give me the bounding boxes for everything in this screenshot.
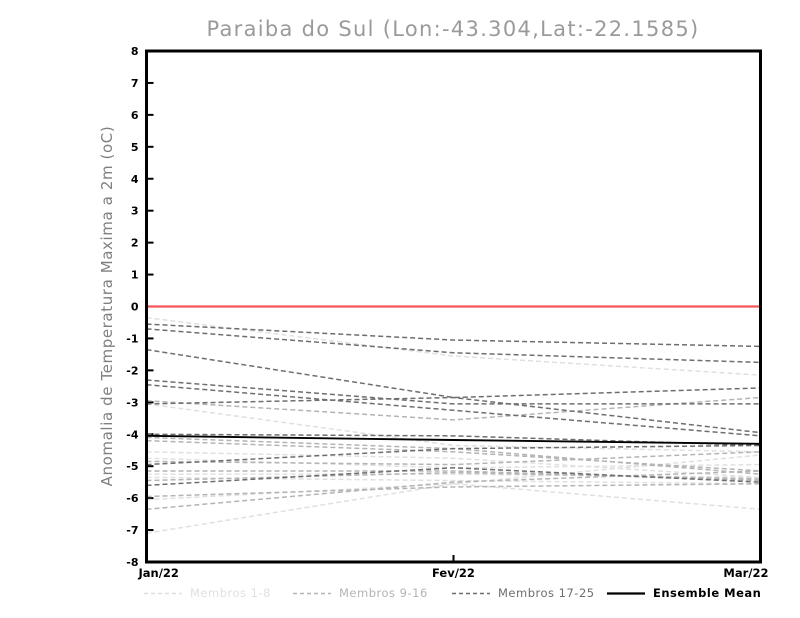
member-line bbox=[146, 482, 761, 534]
member-line bbox=[146, 379, 761, 405]
y-axis-label: Anomalia de Temperatura Maxima a 2m (oC) bbox=[98, 126, 116, 487]
y-tick-label: -5 bbox=[126, 460, 138, 473]
y-tick-label: 2 bbox=[131, 237, 139, 250]
y-tick-label: -1 bbox=[126, 332, 138, 345]
y-tick-label: -8 bbox=[126, 556, 138, 569]
y-tick-label: -7 bbox=[126, 524, 138, 537]
legend-label: Ensemble Mean bbox=[653, 586, 761, 600]
legend-label: Membros 9-16 bbox=[339, 586, 428, 600]
member-line bbox=[146, 348, 761, 399]
ensemble-mean-line bbox=[146, 434, 761, 445]
y-tick-label: 1 bbox=[131, 269, 139, 282]
plot-frame bbox=[145, 49, 762, 564]
member-line bbox=[146, 383, 761, 437]
member-line bbox=[146, 451, 761, 479]
chart-legend: Membros 1-8 Membros 9-16 Membros 17-25 Ense… bbox=[144, 586, 761, 600]
y-tick-label: -3 bbox=[126, 396, 138, 409]
member-line bbox=[146, 403, 761, 453]
series-lines bbox=[146, 316, 761, 534]
member-line bbox=[146, 328, 761, 364]
y-tick-label: -4 bbox=[126, 428, 139, 441]
y-tick-label: -6 bbox=[126, 492, 139, 505]
member-line bbox=[146, 316, 761, 376]
member-line bbox=[146, 439, 761, 472]
member-line bbox=[146, 396, 761, 421]
x-tick-label: Jan/22 bbox=[138, 566, 179, 580]
member-line bbox=[146, 470, 761, 482]
member-line bbox=[146, 323, 761, 348]
member-line bbox=[146, 396, 761, 434]
member-line bbox=[146, 444, 761, 466]
member-line bbox=[146, 470, 761, 511]
y-tick-label: 8 bbox=[131, 45, 139, 58]
member-line bbox=[146, 467, 761, 487]
member-line bbox=[146, 473, 761, 479]
x-tick-label: Mar/22 bbox=[723, 566, 768, 580]
y-tick-label: 5 bbox=[131, 141, 139, 154]
legend-label: Membros 17-25 bbox=[498, 586, 595, 600]
y-tick-label: 0 bbox=[131, 301, 139, 314]
y-tick-label: -2 bbox=[126, 364, 138, 377]
y-tick-label: 7 bbox=[131, 77, 139, 90]
x-tick-label: Fev/22 bbox=[432, 566, 475, 580]
chart-title: Paraiba do Sul (Lon:-43.304,Lat:-22.1585… bbox=[206, 17, 699, 41]
legend-label: Membros 1-8 bbox=[190, 586, 271, 600]
y-tick-label: 3 bbox=[131, 205, 139, 218]
member-line bbox=[146, 451, 761, 466]
member-line bbox=[146, 476, 761, 485]
member-line bbox=[146, 433, 761, 447]
y-tick-label: 6 bbox=[131, 109, 139, 122]
member-line bbox=[146, 471, 761, 482]
member-line bbox=[146, 483, 761, 498]
y-tick-label: 4 bbox=[131, 173, 139, 186]
